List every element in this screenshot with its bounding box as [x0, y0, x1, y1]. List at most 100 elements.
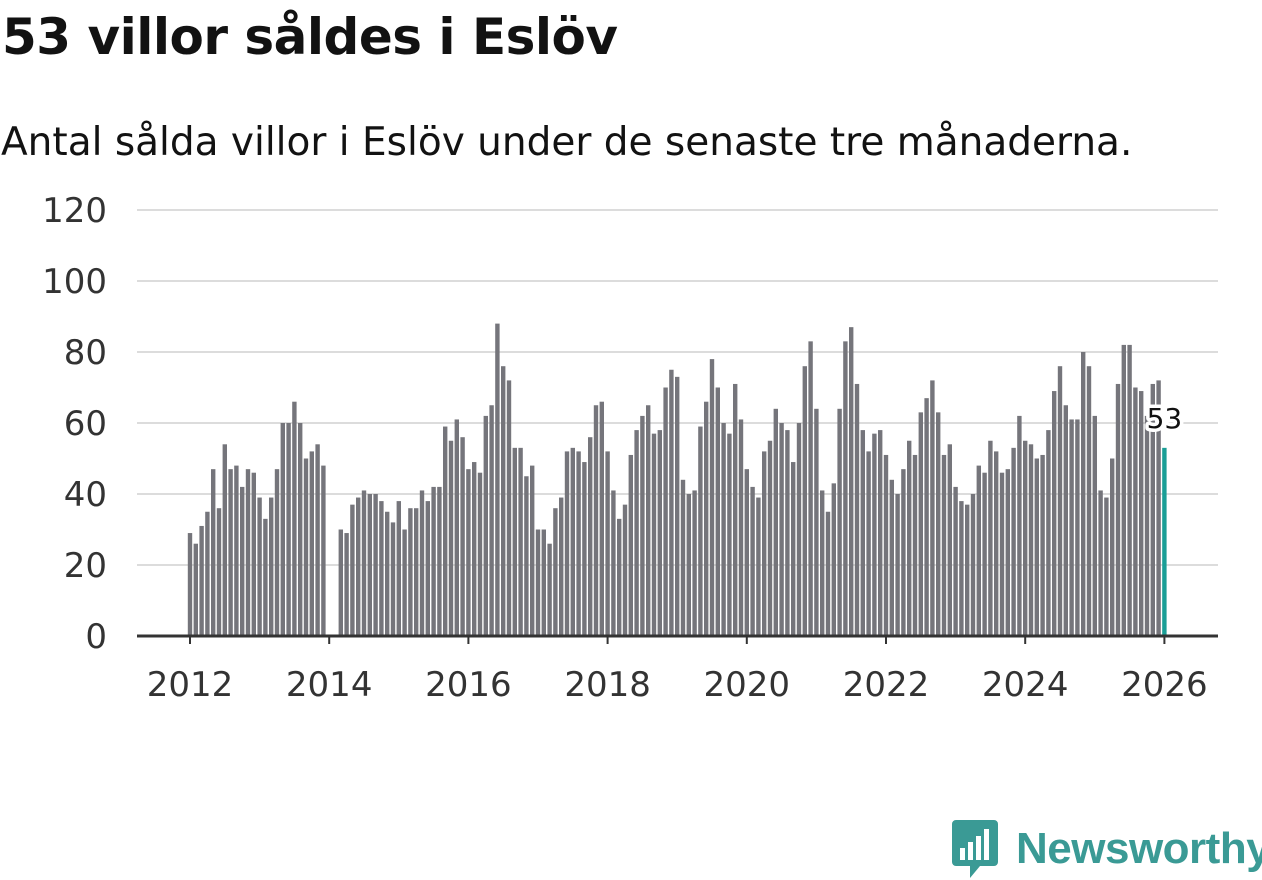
bar	[930, 380, 935, 636]
bar	[634, 430, 639, 636]
bar	[593, 405, 599, 636]
y-tick-label: 60	[64, 404, 107, 444]
bar	[941, 454, 947, 636]
bar	[936, 412, 941, 636]
bar	[1017, 415, 1022, 636]
bar	[1063, 405, 1068, 636]
bar	[947, 444, 952, 636]
bar	[495, 323, 500, 636]
bar	[570, 447, 575, 636]
bar	[356, 497, 361, 636]
x-tick-label: 2012	[147, 665, 234, 705]
bar	[773, 408, 778, 636]
bar	[738, 419, 744, 636]
bar	[350, 504, 355, 636]
bar	[437, 486, 442, 636]
bar	[866, 451, 871, 636]
bar	[1005, 469, 1010, 636]
x-tick-label: 2020	[704, 665, 791, 705]
bar	[686, 494, 691, 636]
brand: Newsworthy	[950, 818, 1262, 880]
bar	[628, 454, 633, 636]
bar	[286, 423, 291, 636]
bar	[512, 447, 517, 636]
bar	[385, 511, 390, 636]
bar	[767, 440, 773, 636]
bar	[344, 533, 349, 636]
bar	[338, 529, 343, 636]
brand-name: Newsworthy	[1016, 824, 1262, 873]
bar	[199, 525, 204, 636]
x-tick-label: 2024	[982, 665, 1069, 705]
bar	[1098, 490, 1103, 636]
x-tick-label: 2016	[425, 665, 512, 705]
annotation: 53	[1143, 398, 1186, 438]
x-tick-label: 2018	[564, 665, 651, 705]
bar	[216, 508, 222, 636]
y-axis: 0 20 40 60 80 100 120	[42, 191, 107, 657]
bar	[280, 423, 285, 636]
bar	[959, 501, 964, 636]
bar	[680, 479, 686, 636]
bar	[599, 401, 604, 636]
bar	[733, 383, 738, 636]
bar	[419, 490, 425, 636]
bar	[675, 376, 680, 636]
bar	[466, 469, 471, 636]
bar	[715, 387, 720, 636]
bar	[535, 529, 541, 636]
bar	[698, 426, 703, 636]
bar	[872, 433, 877, 636]
bar	[1057, 366, 1063, 636]
bar	[582, 462, 587, 636]
bar	[228, 469, 233, 636]
bar	[883, 454, 889, 636]
bar	[263, 518, 268, 636]
bar	[640, 415, 645, 636]
bar	[727, 433, 732, 636]
bar	[970, 494, 976, 636]
bar	[646, 405, 651, 636]
bar	[1121, 344, 1126, 636]
chart-subtitle: Antal sålda villor i Eslöv under de sena…	[1, 120, 1133, 165]
bar	[234, 465, 239, 636]
bar	[321, 465, 326, 636]
bar	[912, 454, 918, 636]
bar	[501, 366, 506, 636]
bar	[1086, 366, 1092, 636]
bar	[756, 497, 761, 636]
bar	[390, 522, 396, 636]
bar	[1040, 454, 1045, 636]
bar	[982, 472, 987, 636]
x-tick-label: 2026	[1121, 665, 1208, 705]
y-tick-label: 100	[42, 262, 107, 302]
bar	[274, 469, 280, 636]
bar	[1069, 419, 1074, 636]
bar	[976, 465, 981, 636]
bar	[965, 504, 970, 636]
bar	[605, 451, 610, 636]
bar	[878, 430, 883, 636]
bar	[837, 408, 842, 636]
bar	[425, 501, 430, 636]
bar	[802, 366, 807, 636]
bar	[791, 462, 796, 636]
bar	[669, 369, 674, 636]
bar	[889, 479, 894, 636]
chart-title: 53 villor såldes i Eslöv	[2, 8, 618, 66]
bar	[559, 497, 564, 636]
bar	[553, 508, 558, 636]
bar	[854, 383, 860, 636]
bar	[379, 501, 384, 636]
x-axis: 2012 2014 2016 2018 2020 2022 2024 2026	[147, 636, 1208, 705]
bar	[396, 501, 401, 636]
bar	[1011, 447, 1016, 636]
bar	[205, 511, 210, 636]
y-tick-label: 20	[64, 546, 107, 586]
bar	[547, 543, 552, 636]
bar	[1144, 415, 1150, 636]
bar	[211, 469, 216, 636]
bar	[1034, 458, 1039, 636]
bars	[187, 323, 1167, 636]
